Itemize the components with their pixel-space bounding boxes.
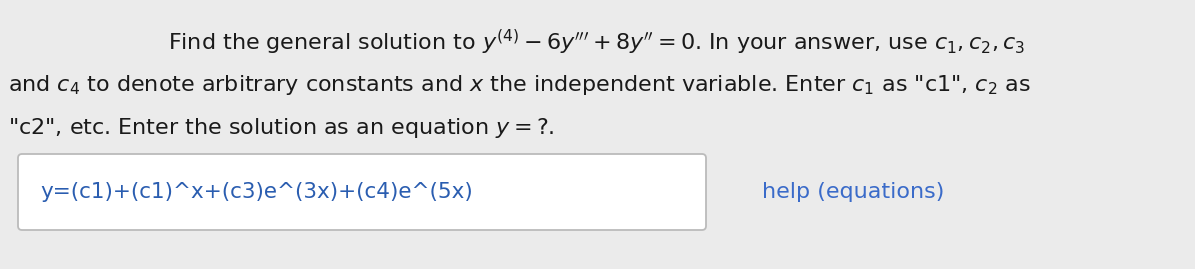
- Text: "c2", etc. Enter the solution as an equation $y =?$.: "c2", etc. Enter the solution as an equa…: [8, 116, 554, 140]
- Text: y=(c1)+(c1)^x+(c3)e^(3x)+(c4)e^(5x): y=(c1)+(c1)^x+(c3)e^(3x)+(c4)e^(5x): [39, 182, 473, 202]
- Text: help (equations): help (equations): [762, 182, 944, 202]
- Text: and $c_4$ to denote arbitrary constants and $x$ the independent variable. Enter : and $c_4$ to denote arbitrary constants …: [8, 73, 1031, 97]
- Text: Find the general solution to $y^{(4)} - 6y^{\prime\prime\prime} + 8y^{\prime\pri: Find the general solution to $y^{(4)} - …: [168, 28, 1025, 57]
- FancyBboxPatch shape: [18, 154, 706, 230]
